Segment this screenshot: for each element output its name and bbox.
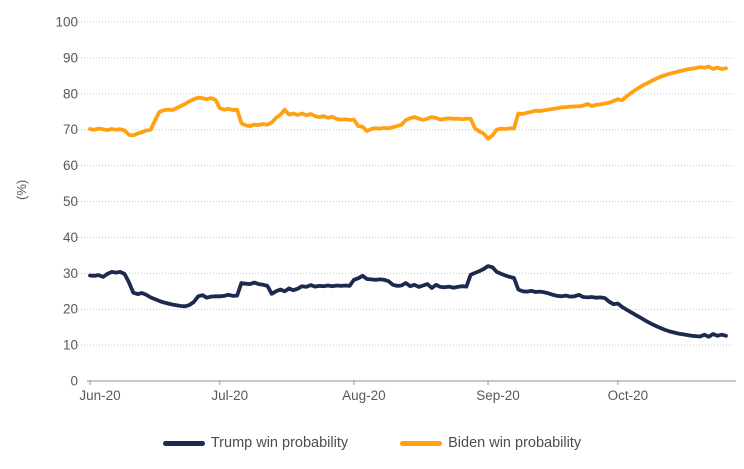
legend-label-trump: Trump win probability	[210, 435, 349, 451]
y-tick-label-10: 10	[63, 338, 78, 353]
legend-item-biden: Biden win probability	[400, 435, 581, 451]
x-tick-label: Jun-20	[79, 388, 120, 403]
trump-probability-line	[88, 264, 728, 339]
y-tick-label-30: 30	[63, 266, 78, 281]
biden-line-swatch-icon	[400, 440, 443, 446]
y-tick-label-90: 90	[63, 50, 78, 65]
x-tick-label: Oct-20	[608, 388, 649, 403]
biden-probability-line	[88, 64, 728, 141]
x-tick-label: Sep-20	[476, 388, 520, 403]
legend-label-biden: Biden win probability	[448, 435, 582, 451]
y-tick-label-40: 40	[63, 230, 78, 245]
x-tick-label: Jul-20	[211, 388, 248, 403]
line-chart-plot: 0 10 20 30 40 50 60 70 80 90 100 Jun-20 Jul-20 Aug-20…	[55, 15, 736, 403]
legend-item-trump: Trump win probability	[162, 435, 349, 451]
y-tick-label-0: 0	[70, 374, 78, 389]
y-tick-label-100: 100	[55, 15, 78, 30]
y-tick-label-50: 50	[63, 194, 78, 209]
x-tick-label: Aug-20	[342, 388, 386, 403]
y-tick-label-60: 60	[63, 158, 78, 173]
y-tick-label-20: 20	[63, 302, 78, 317]
chart-legend: Trump win probability Biden win probabil…	[0, 428, 744, 458]
y-tick-label-70: 70	[63, 122, 78, 137]
y-tick-label-80: 80	[63, 86, 78, 101]
trump-line-swatch-icon	[162, 440, 205, 446]
